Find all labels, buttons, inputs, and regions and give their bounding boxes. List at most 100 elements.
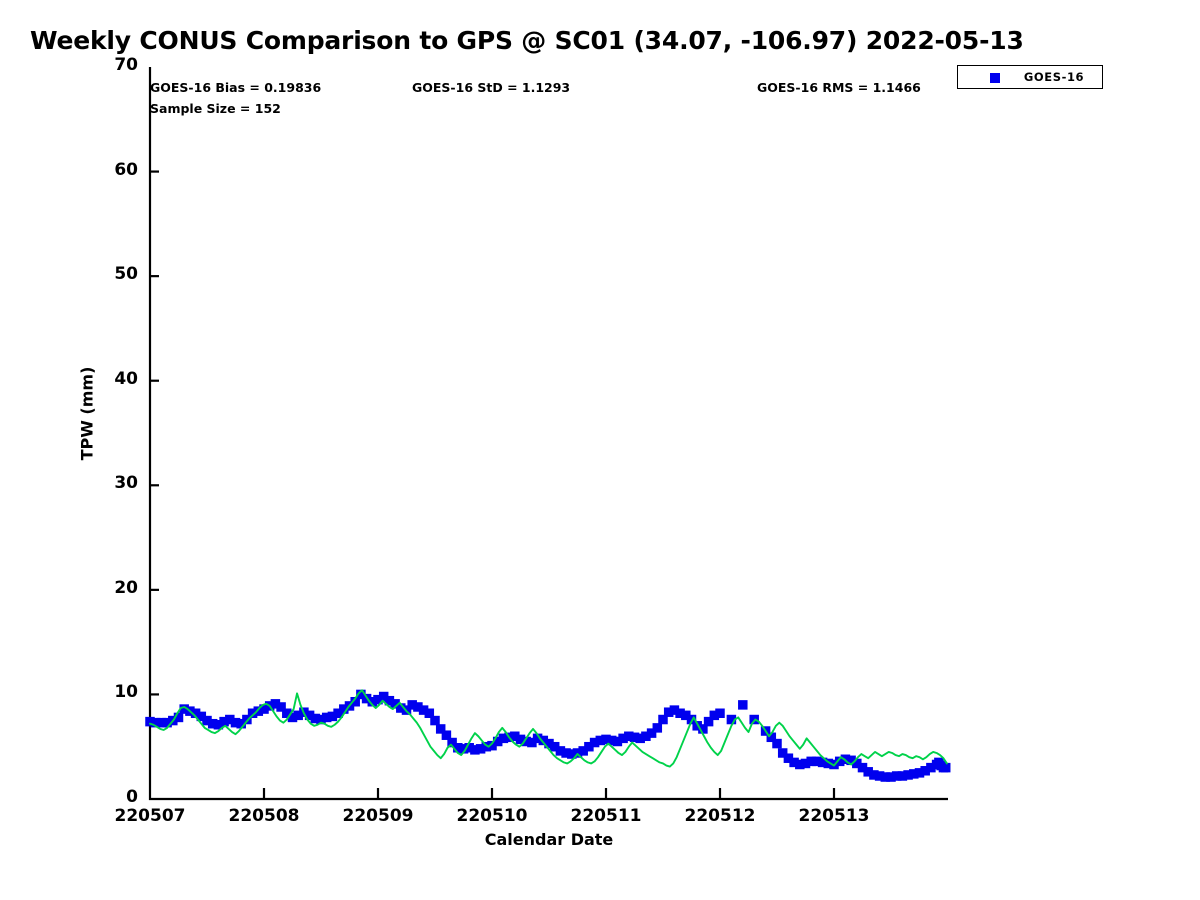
data-point-marker (698, 724, 708, 734)
data-point-marker (920, 766, 930, 776)
data-point-marker (356, 689, 366, 700)
data-point-marker (527, 737, 537, 748)
data-point-marker (692, 721, 702, 731)
data-point-marker (145, 716, 155, 727)
stat-sample-size: Sample Size = 152 (150, 101, 281, 116)
data-point-marker (567, 749, 577, 759)
data-point-marker (310, 713, 321, 724)
data-point-marker (447, 737, 457, 748)
data-point-marker (293, 710, 303, 721)
x-axis-tick-label: 220513 (798, 806, 870, 826)
data-point-marker (396, 703, 406, 713)
data-point-marker (669, 705, 680, 715)
x-axis-tick-label: 220511 (570, 806, 642, 826)
data-point-marker (834, 756, 845, 767)
data-point-marker (641, 731, 651, 742)
data-point-marker (869, 770, 879, 780)
data-point-marker (430, 715, 440, 726)
data-point-marker (287, 712, 298, 723)
data-point-marker (253, 706, 264, 716)
data-point-marker (874, 771, 885, 781)
axis-spine (148, 67, 948, 801)
data-point-marker (196, 711, 207, 722)
data-point-marker (909, 769, 919, 779)
data-point-marker (521, 736, 531, 747)
data-point-marker (418, 705, 429, 715)
data-point-marker (247, 708, 258, 718)
data-point-marker (339, 704, 349, 714)
data-point-marker (242, 714, 252, 725)
data-point-marker (572, 748, 583, 758)
legend-label-goes16: GOES-16 (1023, 70, 1085, 84)
data-point-marker (880, 772, 891, 782)
data-point-marker (926, 762, 936, 773)
data-point-marker (236, 718, 246, 729)
data-point-marker (612, 736, 623, 747)
stat-rms: GOES-16 RMS = 1.1466 (757, 80, 921, 95)
gps-reference-line (149, 689, 948, 768)
x-axis-label: Calendar Date (484, 830, 614, 849)
data-point-marker (225, 714, 235, 725)
data-point-marker (190, 708, 201, 718)
data-point-marker (390, 699, 400, 709)
data-point-marker (453, 743, 463, 753)
data-point-marker (219, 716, 229, 727)
y-axis-tick-label: 0 (126, 787, 138, 807)
series-gps (149, 689, 948, 768)
data-point-marker (703, 716, 714, 727)
data-point-marker (817, 757, 828, 768)
data-point-marker (624, 731, 634, 742)
data-point-marker (589, 737, 600, 748)
y-axis-tick-label: 30 (114, 473, 138, 494)
data-point-marker (715, 708, 725, 718)
data-point-marker (202, 715, 212, 726)
data-point-marker (498, 733, 509, 744)
data-point-marker (230, 717, 241, 728)
data-point-marker (795, 759, 805, 770)
data-point-marker (492, 736, 503, 747)
data-point-marker (515, 734, 526, 745)
y-axis-tick-label: 20 (114, 577, 138, 598)
data-point-marker (333, 708, 343, 718)
data-point-marker (886, 772, 896, 782)
x-axis-tick-label: 220512 (684, 806, 756, 826)
legend: GOES-16 (957, 65, 1103, 89)
stat-bias: GOES-16 Bias = 0.19836 (150, 80, 322, 95)
data-point-marker (373, 694, 383, 705)
y-axis-tick-label: 10 (114, 682, 138, 703)
data-point-marker (475, 744, 486, 754)
data-point-marker (162, 717, 172, 728)
data-point-marker (852, 758, 862, 769)
data-point-marker (549, 741, 560, 752)
data-point-marker (800, 758, 811, 769)
data-point-marker (350, 697, 360, 707)
data-point-marker (777, 748, 788, 758)
data-point-marker (464, 743, 474, 753)
data-point-marker (806, 756, 816, 767)
data-point-marker (663, 707, 674, 717)
data-point-marker (544, 738, 554, 749)
data-point-marker (481, 741, 492, 752)
y-axis-tick-label: 50 (114, 264, 138, 285)
data-point-marker (270, 699, 281, 709)
data-point-marker (367, 697, 378, 707)
data-point-marker (470, 745, 480, 755)
data-point-marker (772, 738, 782, 749)
data-point-marker (282, 708, 292, 718)
data-point-marker (738, 700, 748, 710)
data-point-marker (863, 767, 873, 777)
data-point-marker (441, 730, 452, 740)
data-point-marker (914, 768, 925, 778)
data-point-marker (561, 748, 571, 758)
data-point-marker (709, 710, 720, 721)
data-point-marker (857, 762, 868, 773)
data-point-marker (213, 720, 224, 730)
data-point-marker (424, 708, 435, 718)
data-point-marker (458, 744, 469, 754)
data-point-marker (156, 717, 167, 728)
x-axis-tick-label: 220509 (342, 806, 414, 826)
y-axis-tick-label: 40 (114, 368, 138, 389)
x-axis-tick-label: 220508 (228, 806, 300, 826)
data-point-marker (538, 735, 549, 746)
data-point-marker (652, 723, 663, 733)
